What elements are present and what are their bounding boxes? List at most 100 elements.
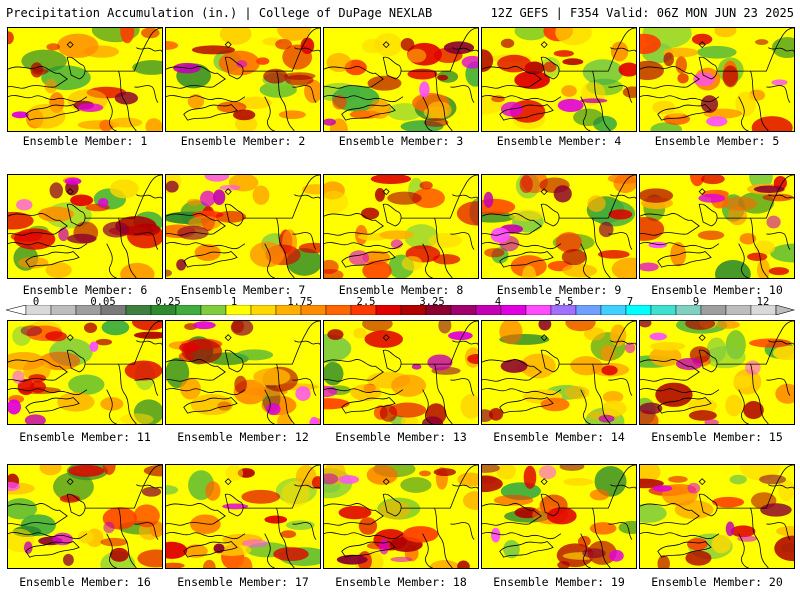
colorbar-tick-label: 0	[32, 296, 40, 308]
map-boundaries	[324, 28, 478, 131]
moderate-precip-area	[133, 504, 160, 528]
light-precip-area	[594, 466, 627, 497]
moderate-precip-area	[600, 344, 616, 362]
moderate-precip-area	[401, 256, 423, 271]
boundary-line	[382, 493, 402, 517]
boundary-line	[766, 85, 791, 103]
moderate-precip-area	[714, 28, 737, 38]
heavy-precip-area	[489, 408, 504, 421]
very-heavy-precip-area	[652, 485, 673, 492]
colorbar-swatch	[750, 305, 777, 315]
heavy-precip-area	[685, 550, 712, 566]
very-heavy-precip-area	[192, 321, 216, 330]
very-heavy-precip-area	[103, 521, 115, 534]
ensemble-member-caption: Ensemble Member: 14	[493, 430, 625, 444]
map-title: Precipitation Accumulation (in.) | Colle…	[6, 6, 433, 20]
heavy-precip-area	[697, 230, 725, 240]
heavy-precip-area	[102, 221, 130, 238]
boundary-line	[608, 378, 633, 396]
moderate-precip-area	[252, 185, 270, 205]
boundary-line	[592, 218, 611, 278]
heavy-precip-area	[640, 321, 652, 328]
map-boundaries	[640, 465, 794, 568]
map-boundaries	[324, 175, 478, 278]
moderate-precip-area	[689, 175, 705, 187]
heavy-precip-area	[562, 58, 584, 66]
map-boundaries	[8, 465, 162, 568]
boundary-line	[8, 359, 68, 382]
run-valid-time: 12Z GEFS | F354 Valid: 06Z MON JUN 23 20…	[490, 6, 794, 20]
moderate-precip-area	[589, 489, 610, 501]
moderate-precip-area	[133, 331, 162, 339]
heavy-precip-area	[467, 353, 478, 364]
colorbar-swatch	[650, 305, 677, 315]
boundary-line	[8, 503, 68, 526]
moderate-precip-area	[273, 547, 309, 562]
boundary-line	[750, 218, 769, 278]
heavy-precip-area	[95, 338, 113, 346]
boundary-line	[482, 503, 542, 526]
boundary-line	[276, 71, 295, 131]
heavy-precip-area	[700, 95, 719, 114]
heavy-precip-area	[203, 559, 216, 568]
very-heavy-precip-area	[236, 60, 248, 68]
heavy-precip-area	[668, 475, 688, 483]
boundary-line	[276, 364, 295, 424]
moderate-precip-area	[374, 33, 402, 57]
ensemble-member-map	[7, 174, 163, 279]
boundary-line	[434, 71, 453, 131]
moderate-precip-area	[725, 394, 743, 417]
very-heavy-precip-area	[77, 103, 104, 112]
ensemble-member-map	[323, 464, 479, 569]
diamond-marker-icon	[66, 334, 74, 342]
boundary-line	[698, 203, 718, 227]
boundary-line	[499, 251, 554, 268]
heavy-precip-area	[46, 43, 61, 51]
very-heavy-precip-area	[704, 419, 719, 424]
boundary-line	[118, 364, 137, 424]
heavy-precip-area	[100, 537, 128, 547]
heavy-precip-area	[519, 175, 533, 194]
heavy-precip-area	[553, 50, 575, 57]
boundary-line	[382, 349, 402, 373]
heavy-precip-area	[166, 180, 179, 193]
boundary-line	[8, 242, 88, 250]
very-heavy-precip-area	[324, 118, 336, 126]
moderate-precip-area	[711, 534, 732, 554]
boundary-line	[450, 378, 475, 396]
heavy-precip-area	[561, 248, 587, 266]
moderate-precip-area	[493, 494, 534, 506]
boundary-line	[294, 340, 320, 345]
moderate-precip-area	[277, 28, 311, 41]
heavy-precip-area	[675, 56, 687, 74]
map-boundaries	[324, 465, 478, 568]
light-precip-area	[8, 498, 38, 520]
map-boundaries	[8, 175, 162, 278]
boundary-line	[264, 96, 275, 131]
boundary-line	[341, 104, 396, 121]
light-precip-area	[400, 477, 432, 493]
moderate-precip-area	[564, 385, 590, 400]
boundary-line	[592, 508, 611, 568]
boundary-line	[657, 541, 712, 558]
heavy-precip-area	[553, 185, 572, 203]
diamond-marker-icon	[66, 478, 74, 486]
moderate-precip-area	[100, 397, 124, 411]
light-precip-area	[514, 28, 548, 41]
boundary-line	[657, 251, 712, 268]
ensemble-member-map	[165, 27, 321, 132]
boundary-line	[768, 47, 794, 52]
boundary-line	[482, 532, 562, 540]
moderate-precip-area	[733, 375, 753, 389]
boundary-line	[482, 359, 542, 382]
moderate-precip-area	[225, 465, 244, 481]
ensemble-member-caption: Ensemble Member: 8	[338, 283, 464, 297]
very-heavy-precip-area	[745, 360, 761, 375]
heavy-precip-area	[231, 321, 244, 334]
very-heavy-precip-area	[771, 79, 788, 86]
heavy-precip-area	[423, 118, 449, 127]
light-precip-area	[704, 346, 746, 369]
moderate-precip-area	[281, 480, 310, 507]
boundary-line	[738, 243, 749, 278]
boundary-line	[434, 508, 453, 568]
